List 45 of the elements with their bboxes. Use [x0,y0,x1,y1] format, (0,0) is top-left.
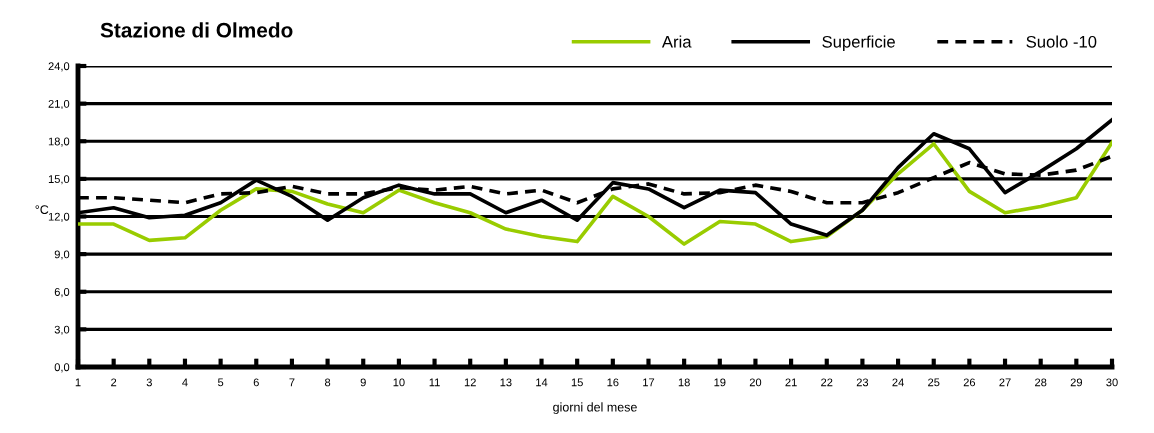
y-axis-title: °C [35,205,49,215]
x-tick-label: 5 [217,378,224,387]
legend-label: Aria [661,35,692,48]
y-tick-label: 3,0 [54,325,70,335]
y-tick-label: 9,0 [54,250,70,260]
chart-title: Stazione di Olmedo [100,22,293,38]
y-tick-label: 24,0 [48,62,70,72]
x-tick-label: 19 [714,378,726,387]
x-tick-label: 26 [963,378,976,387]
y-tick-label: 15,0 [48,175,70,185]
y-tick-label: 6,0 [54,288,70,298]
y-tick-label: 21,0 [48,99,70,110]
x-tick-label: 9 [360,378,366,387]
legend-label: Suolo -10 [1026,35,1097,48]
x-tick-label: 10 [393,378,405,387]
x-tick-label: 17 [643,378,655,387]
x-tick-label: 6 [253,378,259,387]
x-tick-label: 7 [289,378,295,387]
x-tick-label: 30 [1106,378,1118,387]
x-tick-label: 16 [607,378,619,387]
y-tick-label: 18,0 [48,137,70,147]
x-tick-label: 4 [182,378,188,387]
x-tick-label: 11 [429,378,440,387]
x-tick-label: 12 [464,378,476,387]
x-tick-label: 2 [111,378,117,387]
x-tick-label: 1 [75,378,81,387]
legend-label: Superficie [822,35,895,51]
x-tick-label: 29 [1070,378,1082,387]
x-tick-label: 18 [678,378,690,387]
x-tick-label: 28 [1035,378,1047,387]
x-tick-label: 13 [500,378,512,387]
y-tick-label: 0,0 [54,363,70,373]
x-tick-label: 15 [571,378,583,387]
x-axis-title: giorni del mese [553,402,637,415]
x-tick-label: 23 [856,378,869,387]
x-tick-label: 24 [892,378,904,387]
x-tick-label: 27 [999,378,1011,387]
y-tick-label: 12,0 [48,212,70,222]
x-tick-label: 3 [146,378,152,387]
x-tick-label: 21 [785,378,797,387]
x-tick-label: 8 [324,378,331,387]
x-tick-label: 20 [749,378,762,387]
x-tick-label: 22 [821,378,833,387]
x-tick-label: 25 [928,378,940,387]
x-tick-label: 14 [536,378,548,387]
